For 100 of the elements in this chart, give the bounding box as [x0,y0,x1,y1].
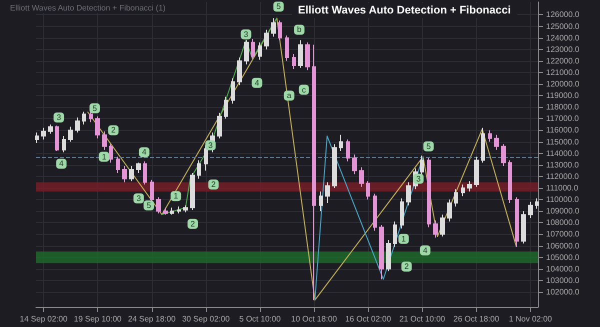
candlestick [319,190,323,212]
annotation: 2 [190,219,196,228]
candlestick [278,20,282,41]
candlestick [116,156,120,174]
candlestick [285,35,289,62]
candlestick [41,127,46,140]
candlestick [427,157,431,228]
candlestick [535,198,539,210]
x-tick-label: 14 Sep 02:00 [20,314,68,324]
candlestick [433,220,438,238]
annotation: 5 [146,200,152,210]
candlestick [481,127,485,164]
candlestick [521,210,526,244]
y-tick-label: 104000.0 [546,264,580,274]
candlestick [501,144,506,167]
x-tick-label: 26 Oct 18:00 [453,314,500,324]
candlestick [528,201,533,219]
candlestick [494,134,499,150]
candlestick [461,184,465,197]
candlestick [217,112,222,139]
x-tick-label: 5 Oct 10:00 [239,314,282,324]
candlestick [339,134,343,152]
candlestick [352,154,357,175]
y-tick-label: 119000.0 [546,91,580,100]
annotation: 1 [102,152,107,162]
candlestick [204,144,208,172]
candlestick [244,40,249,65]
annotation: 2 [404,262,410,272]
y-tick-label: 123000.0 [546,44,580,54]
y-tick-label: 124000.0 [546,33,580,42]
x-tick-label: 21 Oct 10:00 [399,314,446,324]
candlestick [95,116,100,139]
annotation: 3 [208,140,214,150]
annotation: 5 [92,104,98,113]
candlestick [379,224,384,280]
annotation: 1 [174,192,179,201]
x-tick-label: 16 Oct 02:00 [345,314,392,324]
x-tick-label: 10 Oct 18:00 [291,314,338,324]
y-tick-label: 107000.0 [546,230,580,239]
candlestick [75,117,80,134]
candlestick [89,111,93,123]
y-tick-label: 106000.0 [546,241,580,250]
annotation: 4 [254,78,260,88]
candlestick [373,193,377,232]
y-tick-label: 121000.0 [546,68,580,77]
annotation: 2 [111,126,116,135]
candlestick [231,78,235,104]
y-tick-label: 113000.0 [546,160,580,170]
candlestick [190,172,195,210]
candlestick [224,96,228,120]
candlestick [55,125,59,152]
y-tick-label: 117000.0 [546,114,580,124]
candlestick [271,18,276,38]
candlestick [386,239,391,272]
x-tick-label: 1 Nov 02:00 [508,314,553,324]
candlestick [346,138,350,162]
annotation: 3 [244,30,249,39]
candlestick [447,199,452,222]
candlestick [332,144,337,189]
candlestick [359,166,364,188]
y-tick-label: 102000.0 [546,287,580,296]
candlestick [298,40,303,68]
y-tick-label: 120000.0 [546,80,580,89]
candlestick [129,166,134,182]
chart-subtitle: Elliott Waves Auto Detection + Fibonacci (1) [10,4,166,12]
annotation: a [286,91,292,100]
candlestick [488,130,492,142]
y-tick-label: 105000.0 [546,252,580,262]
candlestick [156,196,161,214]
y-tick-label: 125000.0 [546,22,580,31]
y-tick-label: 114000.0 [546,148,580,158]
candlestick [325,182,330,204]
candlestick [292,53,296,70]
annotation: 4 [422,246,428,255]
y-tick-label: 108000.0 [546,218,580,228]
x-tick-label: 30 Sep 02:00 [182,314,230,324]
y-tick-label: 110000.0 [546,195,580,204]
candlestick [102,130,107,150]
annotation: 5 [426,142,432,151]
candlestick [393,221,397,248]
candlestick [366,180,370,200]
annotation: 3 [416,174,422,184]
candlestick [251,38,255,60]
y-tick-label: 103000.0 [546,276,580,285]
candlestick [183,204,188,213]
candlestick [170,207,174,216]
candlestick [150,179,154,202]
y-tick-label: 126000.0 [546,10,580,20]
candlestick [48,124,53,134]
candlestick [467,180,472,192]
y-tick-label: 122000.0 [546,56,580,66]
candlestick [305,42,310,71]
chart-title: Elliott Waves Auto Detection + Fibonacci [298,4,511,16]
candlestick [68,126,73,142]
candlestick [136,162,141,174]
y-tick-label: 109000.0 [546,206,580,216]
annotation: 4 [142,148,147,157]
candlestick [82,111,86,125]
x-tick-label: 19 Sep 10:00 [74,314,122,324]
candlestick [258,42,262,60]
